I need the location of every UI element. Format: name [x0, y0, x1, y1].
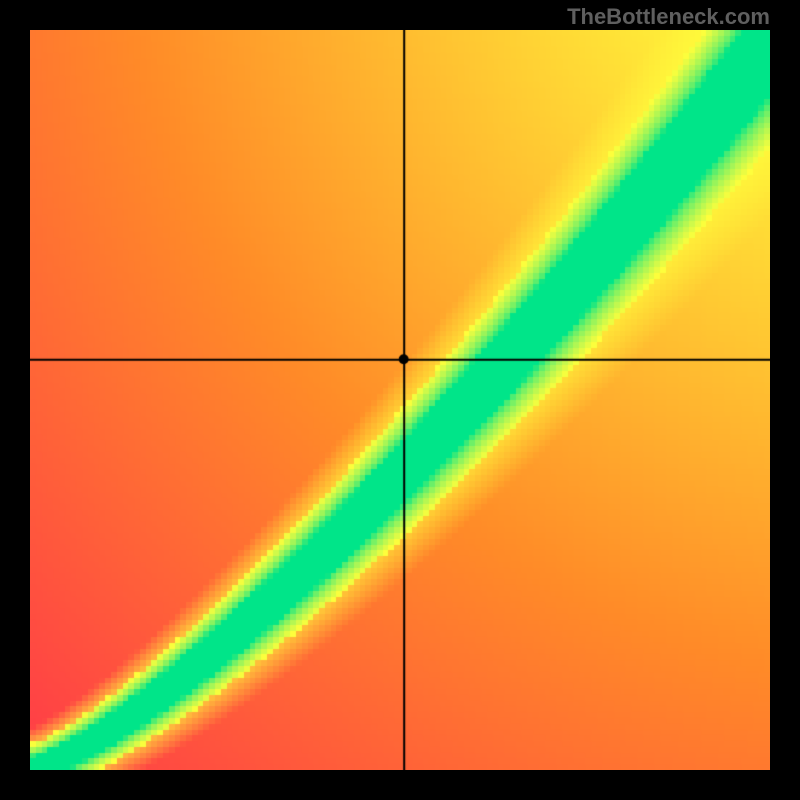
watermark-text: TheBottleneck.com — [567, 4, 770, 30]
bottleneck-heatmap — [30, 30, 770, 770]
chart-container: TheBottleneck.com — [0, 0, 800, 800]
